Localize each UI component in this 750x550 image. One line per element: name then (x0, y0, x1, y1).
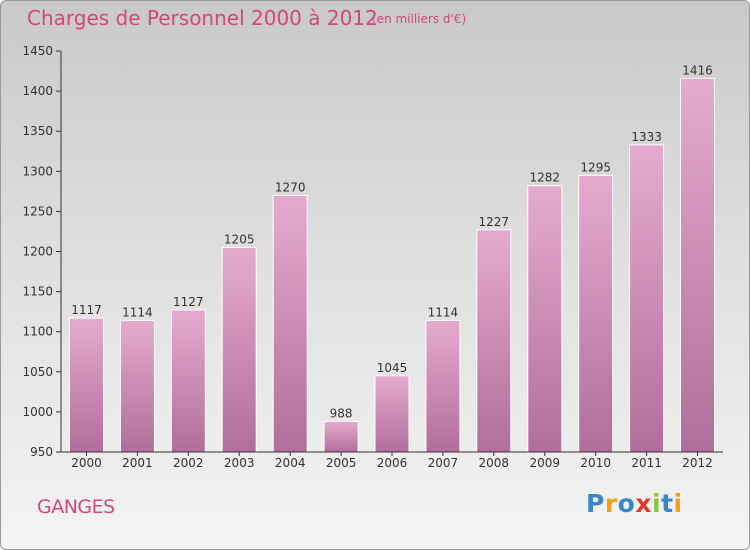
proxiti-logo: Proxiti (586, 489, 683, 518)
y-tick-label-1300: 1300 (22, 164, 53, 178)
bars-group: 1117 1114 1127 1205 1270 988 1045 1114 1227 1282 1… (69, 63, 715, 453)
y-tick-label-1400: 1400 (22, 84, 53, 98)
chart-subtitle: (en milliers d'€) (372, 12, 467, 26)
bar-2000 (69, 317, 104, 453)
axes-group: 2000 2001 2002 2003 2004 2005 2006 2007 2008 2009… (22, 44, 723, 470)
value-label-2006: 1045 (377, 361, 408, 375)
commune-name: GANGES (37, 496, 115, 518)
bar-2011 (629, 144, 665, 453)
bar-2006 (374, 375, 410, 453)
x-tick-label-2010: 2010 (580, 456, 611, 470)
logo-letter: i (652, 489, 662, 518)
bar-2010 (578, 174, 614, 453)
value-label-2003: 1205 (224, 233, 255, 247)
y-tick-label-1350: 1350 (22, 124, 53, 138)
value-label-2009: 1282 (530, 171, 561, 185)
value-label-2001: 1114 (122, 306, 153, 320)
bar-2012 (680, 77, 715, 453)
logo-letter: i (673, 489, 683, 518)
x-tick-label-2012: 2012 (682, 456, 713, 470)
logo-letter: x (635, 489, 652, 518)
x-tick-label-2002: 2002 (173, 456, 204, 470)
value-label-2007: 1114 (428, 306, 459, 320)
bar-2004 (272, 194, 308, 453)
x-tick-label-2004: 2004 (275, 456, 306, 470)
x-tick-label-2003: 2003 (224, 456, 255, 470)
bar-2002 (170, 309, 206, 453)
value-label-2004: 1270 (275, 180, 306, 194)
logo-letter: P (586, 489, 605, 518)
value-label-2008: 1227 (479, 215, 510, 229)
value-label-2010: 1295 (580, 160, 611, 174)
x-tick-label-2006: 2006 (377, 456, 408, 470)
y-tick-label-1200: 1200 (22, 245, 53, 259)
y-tick-label-1450: 1450 (22, 44, 53, 58)
x-tick-label-2005: 2005 (326, 456, 357, 470)
bar-2005 (323, 421, 359, 453)
bar-2008 (476, 229, 512, 453)
value-label-2012: 1416 (682, 63, 713, 77)
x-tick-label-2001: 2001 (122, 456, 153, 470)
logo-letter: r (604, 489, 618, 518)
y-tick-label-1250: 1250 (22, 204, 53, 218)
value-label-2005: 988 (330, 407, 353, 421)
y-tick-label-1050: 1050 (22, 365, 53, 379)
value-label-2000: 1117 (71, 303, 102, 317)
x-tick-label-2007: 2007 (428, 456, 459, 470)
x-tick-label-2011: 2011 (631, 456, 662, 470)
x-tick-label-2000: 2000 (71, 456, 102, 470)
x-tick-label-2009: 2009 (530, 456, 561, 470)
x-tick-label-2008: 2008 (479, 456, 510, 470)
bar-2007 (425, 320, 461, 453)
y-tick-label-1000: 1000 (22, 405, 53, 419)
value-label-2002: 1127 (173, 295, 204, 309)
bar-2003 (221, 247, 257, 453)
bar-2001 (119, 320, 155, 453)
y-tick-label-950: 950 (30, 445, 53, 459)
chart-title: Charges de Personnel 2000 à 2012 (27, 6, 378, 30)
y-tick-label-1100: 1100 (22, 325, 53, 339)
bar-2009 (527, 185, 563, 453)
y-tick-label-1150: 1150 (22, 285, 53, 299)
value-label-2011: 1333 (631, 130, 662, 144)
logo-letter: o (617, 489, 636, 518)
logo-letter: t (661, 489, 674, 518)
